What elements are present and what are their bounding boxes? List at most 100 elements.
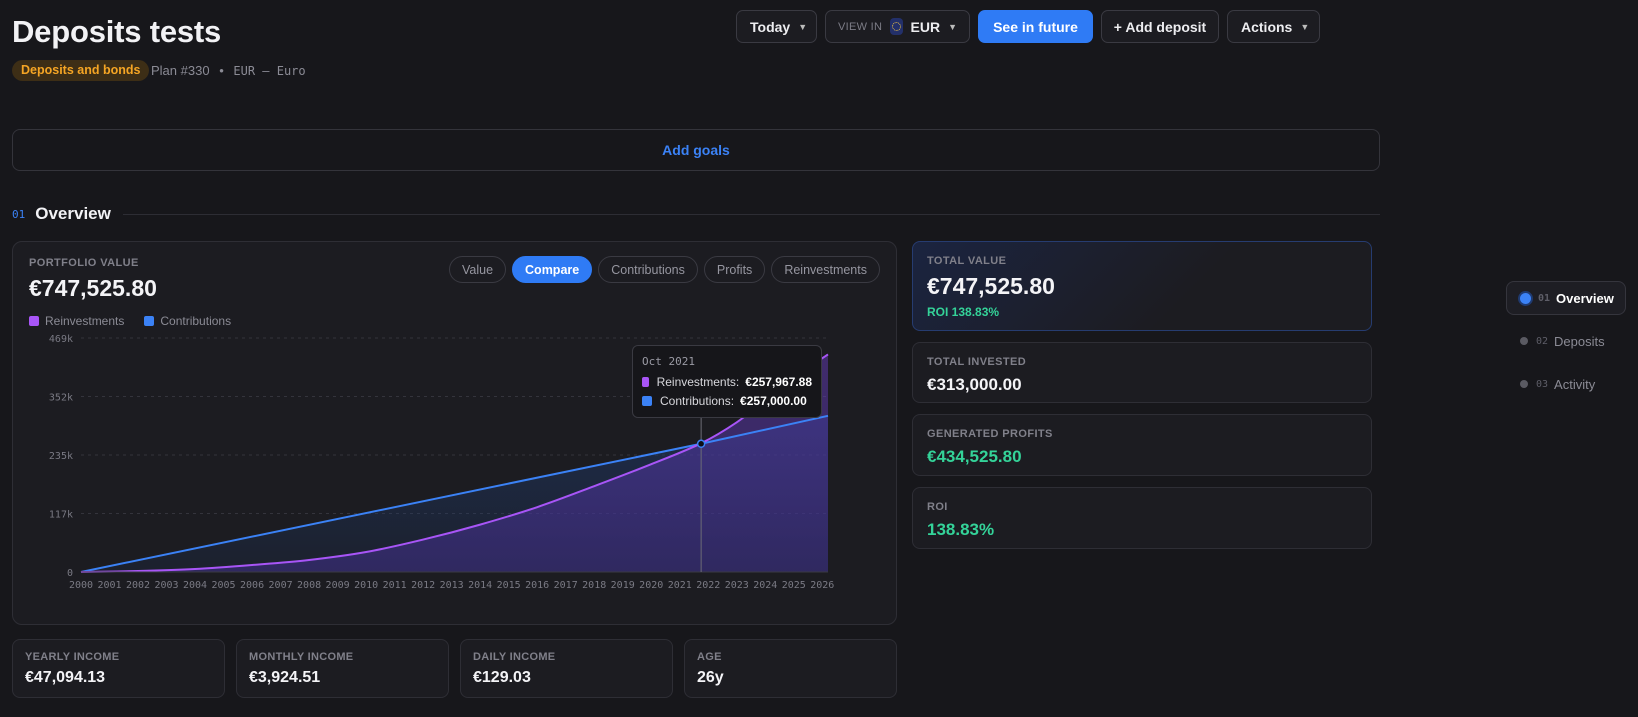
tab-compare[interactable]: Compare bbox=[512, 256, 593, 283]
legend-label: Contributions bbox=[160, 314, 232, 328]
x-tick-label: 2024 bbox=[753, 580, 777, 591]
caret-down-icon: ▼ bbox=[1300, 21, 1310, 32]
legend-item-reinvestments[interactable]: Reinvestments bbox=[29, 314, 124, 328]
portfolio-chart-card: PORTFOLIO VALUE €747,525.80 Reinvestment… bbox=[12, 241, 897, 625]
nav-label: Activity bbox=[1554, 376, 1596, 392]
plan-number: Plan #330 bbox=[151, 63, 210, 78]
section-number: 01 bbox=[12, 207, 26, 221]
stat-label: TOTAL VALUE bbox=[927, 255, 1007, 267]
eu-flag-icon bbox=[890, 18, 903, 35]
caret-down-icon: ▼ bbox=[798, 21, 808, 32]
x-tick-label: 2025 bbox=[782, 580, 806, 591]
section-nav: 01 Overview 02 Deposits 03 Activity bbox=[1506, 281, 1626, 410]
yearly-income-card: YEARLY INCOME €47,094.13 bbox=[12, 639, 225, 698]
stat-value: €434,525.80 bbox=[927, 447, 1022, 466]
nav-item-deposits[interactable]: 02 Deposits bbox=[1506, 324, 1626, 358]
tooltip-date: Oct 2021 bbox=[642, 355, 695, 368]
stat-value: €747,525.80 bbox=[927, 273, 1055, 299]
nav-number: 01 bbox=[1538, 292, 1551, 304]
actions-menu-button[interactable]: Actions ▼ bbox=[1227, 10, 1320, 43]
tooltip-swatch bbox=[642, 396, 652, 406]
chart-tooltip: Oct 2021 Reinvestments: €257,967.88 Cont… bbox=[632, 345, 822, 418]
tooltip-value: €257,967.88 bbox=[745, 375, 812, 389]
legend-swatch bbox=[144, 316, 155, 326]
income-value: €129.03 bbox=[473, 669, 531, 686]
income-value: €47,094.13 bbox=[25, 669, 106, 686]
income-label: MONTHLY INCOME bbox=[249, 651, 354, 663]
income-label: AGE bbox=[697, 651, 722, 663]
actions-label: Actions bbox=[1241, 18, 1293, 35]
x-tick-label: 2006 bbox=[240, 580, 264, 591]
currency-select[interactable]: VIEW IN EUR ▼ bbox=[825, 10, 970, 43]
x-tick-label: 2021 bbox=[668, 580, 692, 591]
nav-number: 02 bbox=[1536, 335, 1549, 347]
tab-reinvestments[interactable]: Reinvestments bbox=[771, 256, 880, 283]
legend-item-contributions[interactable]: Contributions bbox=[144, 314, 231, 328]
x-tick-label: 2012 bbox=[411, 580, 435, 591]
y-tick-label: 117k bbox=[49, 510, 73, 521]
tab-contributions[interactable]: Contributions bbox=[598, 256, 698, 283]
total-invested-card: TOTAL INVESTED €313,000.00 bbox=[912, 342, 1372, 403]
x-tick-label: 2001 bbox=[97, 580, 121, 591]
view-in-label: VIEW IN bbox=[838, 20, 883, 33]
x-tick-label: 2018 bbox=[582, 580, 606, 591]
roi-card: ROI 138.83% bbox=[912, 487, 1372, 549]
stat-label: ROI bbox=[927, 501, 948, 513]
x-tick-label: 2015 bbox=[497, 580, 521, 591]
nav-item-overview[interactable]: 01 Overview bbox=[1506, 281, 1626, 315]
x-tick-label: 2010 bbox=[354, 580, 378, 591]
x-tick-label: 2014 bbox=[468, 580, 492, 591]
dot-icon bbox=[1520, 337, 1528, 345]
income-label: YEARLY INCOME bbox=[25, 651, 120, 663]
stat-label: TOTAL INVESTED bbox=[927, 356, 1027, 368]
tooltip-value: €257,000.00 bbox=[740, 394, 807, 408]
plan-currency: EUR — Euro bbox=[233, 64, 306, 78]
add-goals-button[interactable]: Add goals bbox=[12, 129, 1380, 171]
x-tick-label: 2008 bbox=[297, 580, 321, 591]
see-in-future-button[interactable]: See in future bbox=[978, 10, 1093, 43]
caret-down-icon: ▼ bbox=[948, 21, 957, 32]
x-tick-label: 2005 bbox=[212, 580, 236, 591]
y-tick-label: 0 bbox=[67, 568, 73, 579]
x-tick-label: 2026 bbox=[810, 580, 834, 591]
portfolio-value: €747,525.80 bbox=[29, 275, 157, 301]
hover-marker bbox=[696, 439, 706, 449]
portfolio-chart[interactable]: 0 117k 235k 352k 469k 2000 2001 2002 2003 2004 200… bbox=[13, 242, 898, 626]
x-tick-label: 2022 bbox=[696, 580, 720, 591]
legend-label: Reinvestments bbox=[45, 314, 125, 328]
tab-value[interactable]: Value bbox=[448, 256, 507, 283]
nav-number: 03 bbox=[1536, 378, 1549, 390]
x-tick-label: 2023 bbox=[725, 580, 749, 591]
date-select-label: Today bbox=[750, 18, 791, 35]
tab-profits[interactable]: Profits bbox=[703, 256, 766, 283]
toolbar: Today ▼ VIEW IN EUR ▼ See in future + Ad… bbox=[736, 10, 1320, 43]
tooltip-row-reinvestments: Reinvestments: €257,967.88 bbox=[642, 375, 812, 389]
dot-icon bbox=[1520, 380, 1528, 388]
date-select[interactable]: Today ▼ bbox=[736, 10, 817, 43]
x-tick-label: 2003 bbox=[154, 580, 178, 591]
tooltip-row-contributions: Contributions: €257,000.00 bbox=[642, 394, 812, 408]
plan-meta: Plan #330 • EUR — Euro bbox=[151, 63, 306, 78]
x-tick-label: 2019 bbox=[611, 580, 635, 591]
y-tick-label: 469k bbox=[49, 334, 73, 345]
add-deposit-button[interactable]: + Add deposit bbox=[1101, 10, 1219, 43]
nav-label: Overview bbox=[1556, 290, 1614, 306]
x-tick-label: 2011 bbox=[383, 580, 407, 591]
x-tick-label: 2002 bbox=[126, 580, 150, 591]
income-value: 26y bbox=[697, 669, 724, 686]
stat-value: 138.83% bbox=[927, 520, 995, 539]
portfolio-value-label: PORTFOLIO VALUE bbox=[29, 257, 139, 269]
y-tick-label: 352k bbox=[49, 393, 73, 404]
tooltip-label: Reinvestments: bbox=[656, 375, 740, 389]
x-tick-label: 2016 bbox=[525, 580, 549, 591]
chart-legend: Reinvestments Contributions bbox=[29, 314, 231, 328]
page-title: Deposits tests bbox=[12, 14, 222, 49]
x-tick-label: 2013 bbox=[440, 580, 464, 591]
nav-item-activity[interactable]: 03 Activity bbox=[1506, 367, 1626, 401]
x-tick-label: 2000 bbox=[69, 580, 93, 591]
chart-view-tabs: Value Compare Contributions Profits Rein… bbox=[448, 256, 880, 283]
tooltip-label: Contributions: bbox=[660, 394, 735, 408]
x-tick-label: 2017 bbox=[554, 580, 578, 591]
meta-separator: • bbox=[219, 63, 224, 78]
reinvestments-area bbox=[81, 354, 828, 572]
